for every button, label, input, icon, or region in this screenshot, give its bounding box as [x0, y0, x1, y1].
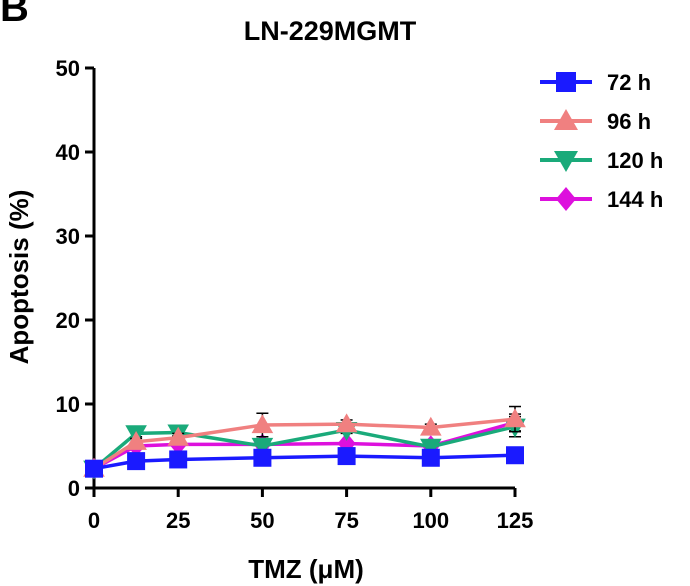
data-point-square: [337, 447, 356, 466]
series-144h: [85, 411, 524, 480]
legend-item: 96 h: [540, 109, 651, 134]
panel-letter: B: [0, 0, 29, 30]
y-tick-label: 20: [56, 308, 80, 333]
y-tick-label: 50: [56, 56, 80, 81]
y-tick-label: 30: [56, 224, 80, 249]
y-tick-label: 0: [68, 476, 80, 501]
legend-item: 144 h: [540, 187, 663, 212]
data-point-triangle-up: [335, 413, 358, 433]
data-point-triangle-up: [420, 416, 442, 436]
data-point-triangle-up: [251, 414, 274, 434]
x-tick-label: 75: [334, 508, 358, 533]
legend-item: 72 h: [540, 70, 651, 95]
legend-label: 144 h: [607, 187, 663, 212]
data-point-square: [421, 448, 440, 467]
data-point-triangle-up: [504, 408, 526, 428]
data-point-triangle-down: [251, 437, 274, 457]
x-tick-label: 25: [166, 508, 190, 533]
data-point-triangle-down: [554, 151, 578, 172]
data-point-triangle-up: [167, 426, 189, 446]
data-point-diamond: [556, 187, 576, 211]
x-axis-label: TMZ (μM): [248, 554, 364, 584]
series-line: [92, 424, 516, 471]
series-layer: [83, 405, 526, 480]
data-point-triangle-up: [125, 431, 147, 450]
legend-label: 72 h: [607, 70, 651, 95]
y-tick-label: 10: [56, 392, 80, 417]
series-72h: [85, 446, 524, 478]
legend-item: 120 h: [540, 148, 663, 173]
data-point-square: [169, 450, 188, 469]
data-point-square: [127, 452, 146, 471]
data-point-square: [85, 459, 103, 478]
x-tick-label: 125: [497, 508, 534, 533]
data-point-square: [253, 448, 272, 467]
y-tick-label: 40: [56, 140, 80, 165]
data-point-triangle-down: [420, 438, 442, 458]
data-point-triangle-up: [554, 109, 578, 130]
x-tick-label: 0: [88, 508, 100, 533]
data-point-square: [506, 446, 524, 465]
legend-label: 96 h: [607, 109, 651, 134]
legend-label: 120 h: [607, 148, 663, 173]
x-tick-label: 50: [250, 508, 274, 533]
legend: 72 h 96 h 120 h 144 h: [540, 70, 663, 212]
series-line: [93, 453, 516, 471]
data-point-square: [556, 72, 576, 92]
chart-title: LN-229MGMT: [244, 16, 417, 46]
y-axis-label: Apoptosis (%): [4, 190, 34, 365]
x-tick-label: 100: [412, 508, 449, 533]
axes: 0 10 20 30 40 50 0 25 50 75 100 125: [56, 56, 534, 533]
